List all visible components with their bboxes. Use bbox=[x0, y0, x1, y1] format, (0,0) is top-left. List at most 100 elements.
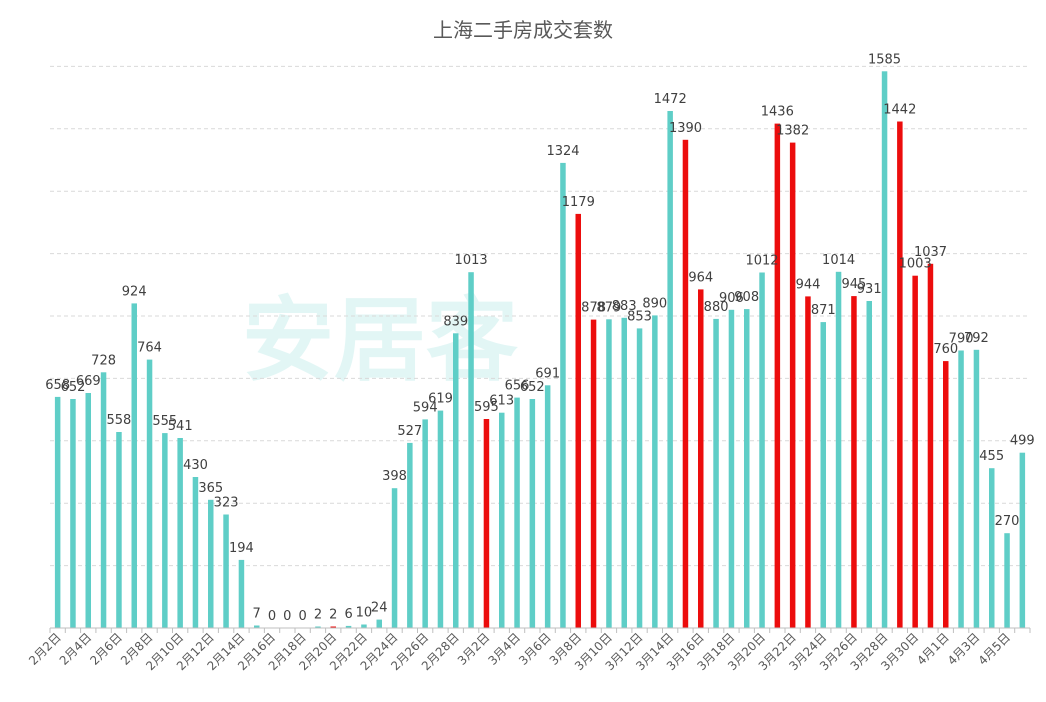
bar bbox=[590, 319, 597, 628]
bar bbox=[805, 296, 811, 628]
data-label: 880 bbox=[704, 300, 729, 315]
data-label: 652 bbox=[520, 380, 545, 395]
data-label: 0 bbox=[268, 609, 276, 624]
data-label: 365 bbox=[198, 481, 223, 496]
data-label: 499 bbox=[1010, 434, 1035, 449]
data-label: 10 bbox=[356, 606, 373, 621]
data-label: 1179 bbox=[562, 195, 595, 210]
x-tick-label: 2月2日 bbox=[26, 630, 64, 668]
data-label: 878 bbox=[581, 301, 606, 316]
bar bbox=[1019, 452, 1026, 628]
data-label: 194 bbox=[229, 541, 254, 556]
bar bbox=[529, 399, 536, 628]
bar bbox=[958, 350, 964, 628]
data-label: 944 bbox=[796, 277, 821, 292]
bar bbox=[70, 399, 76, 628]
x-tick-label: 3月6日 bbox=[516, 630, 554, 668]
data-label: 594 bbox=[413, 400, 438, 415]
data-label: 764 bbox=[137, 341, 162, 356]
x-tick-label: 4月1日 bbox=[914, 630, 952, 668]
data-label: 790 bbox=[949, 332, 974, 347]
bar bbox=[146, 359, 153, 628]
data-label: 906 bbox=[719, 291, 744, 306]
data-label: 792 bbox=[964, 331, 989, 346]
x-tick-label: 3月4日 bbox=[485, 630, 523, 668]
bar bbox=[621, 317, 627, 628]
bar bbox=[636, 328, 643, 628]
data-label: 656 bbox=[505, 379, 530, 394]
bar bbox=[866, 301, 872, 628]
bar bbox=[728, 309, 735, 628]
data-label: 1472 bbox=[654, 92, 687, 107]
bar bbox=[759, 272, 765, 628]
bar bbox=[238, 559, 245, 628]
x-tick-label: 4月5日 bbox=[975, 630, 1013, 668]
data-label: 1014 bbox=[822, 253, 855, 268]
data-label: 658 bbox=[45, 378, 70, 393]
bar bbox=[162, 433, 168, 628]
bar bbox=[575, 213, 581, 628]
data-label: 24 bbox=[371, 601, 388, 616]
chart-title: 上海二手房成交套数 bbox=[433, 18, 613, 42]
bar bbox=[376, 619, 382, 628]
data-label: 883 bbox=[612, 299, 637, 314]
data-label: 760 bbox=[933, 342, 958, 357]
bar bbox=[208, 499, 214, 628]
data-label: 0 bbox=[283, 609, 291, 624]
x-tick-label: 3月2日 bbox=[455, 630, 493, 668]
bar bbox=[407, 442, 413, 628]
data-label: 728 bbox=[91, 353, 116, 368]
bar bbox=[943, 361, 949, 628]
data-label: 890 bbox=[642, 296, 667, 311]
data-label: 595 bbox=[474, 400, 499, 415]
data-label: 1013 bbox=[455, 253, 488, 268]
bar bbox=[744, 309, 750, 628]
data-label: 871 bbox=[811, 303, 836, 318]
data-label: 541 bbox=[168, 419, 193, 434]
bar bbox=[483, 419, 490, 628]
data-label: 619 bbox=[428, 392, 453, 407]
bar bbox=[851, 296, 857, 628]
data-label: 323 bbox=[214, 496, 239, 511]
bar bbox=[682, 139, 689, 629]
data-label: 1324 bbox=[546, 144, 579, 159]
data-label: 2 bbox=[329, 608, 337, 623]
data-label: 931 bbox=[857, 282, 882, 297]
bar bbox=[100, 372, 107, 628]
data-label: 398 bbox=[382, 469, 407, 484]
data-label: 1436 bbox=[761, 105, 794, 120]
data-label: 669 bbox=[76, 374, 101, 389]
bar bbox=[881, 71, 888, 629]
bar bbox=[789, 142, 796, 628]
bar bbox=[835, 271, 842, 628]
bar bbox=[54, 396, 61, 628]
data-label: 6 bbox=[344, 607, 352, 622]
bar bbox=[468, 272, 474, 628]
bar bbox=[698, 289, 704, 628]
data-label: 7 bbox=[253, 607, 261, 622]
data-label: 1003 bbox=[899, 257, 932, 272]
bar bbox=[713, 318, 719, 628]
bar bbox=[131, 303, 137, 628]
bar bbox=[514, 397, 520, 628]
bar bbox=[774, 123, 781, 628]
data-label: 879 bbox=[596, 300, 621, 315]
bar bbox=[391, 488, 398, 628]
bar bbox=[927, 263, 934, 628]
data-label: 1012 bbox=[745, 254, 778, 269]
bar bbox=[254, 625, 260, 628]
bar bbox=[315, 626, 321, 628]
bar bbox=[1004, 533, 1010, 628]
bar bbox=[652, 315, 658, 628]
data-label: 924 bbox=[122, 284, 147, 299]
data-label: 558 bbox=[106, 413, 131, 428]
data-label: 691 bbox=[535, 366, 560, 381]
bar bbox=[973, 349, 980, 628]
data-label: 1390 bbox=[669, 121, 702, 136]
bar bbox=[437, 410, 444, 628]
bar bbox=[177, 438, 183, 628]
bar bbox=[85, 393, 91, 628]
bar bbox=[989, 468, 995, 628]
